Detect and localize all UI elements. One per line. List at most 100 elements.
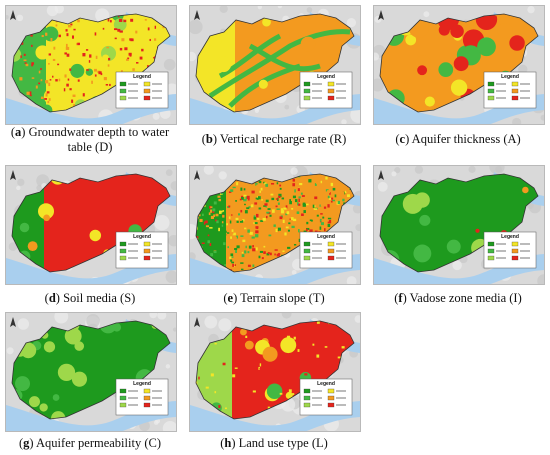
legend-swatch bbox=[327, 81, 335, 87]
legend-swatch bbox=[487, 241, 495, 247]
legend-swatch bbox=[119, 402, 127, 408]
river bbox=[190, 401, 360, 431]
legend-title: Legend bbox=[317, 381, 335, 387]
region-boundary bbox=[11, 13, 171, 113]
legend-swatch bbox=[303, 395, 311, 401]
legend-swatch bbox=[119, 81, 127, 87]
region-boundary bbox=[11, 320, 171, 420]
legend-swatch bbox=[511, 81, 519, 87]
map-b: Legend bbox=[189, 5, 361, 125]
north-arrow-icon bbox=[194, 170, 200, 180]
legend-swatch bbox=[511, 255, 519, 261]
legend-swatch bbox=[119, 95, 127, 101]
legend-title: Legend bbox=[133, 234, 151, 240]
legend-title: Legend bbox=[133, 74, 151, 80]
legend-title: Legend bbox=[501, 74, 519, 80]
region-boundary bbox=[195, 320, 355, 420]
legend-swatch bbox=[303, 95, 311, 101]
north-arrow-icon bbox=[378, 10, 384, 20]
caption-f: (f) Vadose zone media (I) bbox=[394, 291, 522, 305]
legend-swatch bbox=[143, 95, 151, 101]
map-f-svg: Legend bbox=[374, 166, 544, 284]
river bbox=[6, 254, 176, 284]
caption-b: (b) Vertical recharge rate (R) bbox=[201, 132, 347, 146]
caption-a: (a) Groundwater depth to water table (D) bbox=[10, 125, 170, 154]
legend-swatch bbox=[143, 402, 151, 408]
legend-swatch bbox=[119, 241, 127, 247]
legend-swatch bbox=[303, 255, 311, 261]
legend-swatch bbox=[487, 248, 495, 254]
map-f: Legend bbox=[373, 165, 545, 285]
map-a-svg: Legend bbox=[6, 6, 176, 124]
north-arrow-icon bbox=[10, 170, 16, 180]
north-arrow-icon bbox=[10, 10, 16, 20]
legend-swatch bbox=[119, 248, 127, 254]
river bbox=[374, 94, 544, 124]
region-boundary bbox=[379, 173, 539, 273]
river bbox=[6, 401, 176, 431]
map-a: Legend bbox=[5, 5, 177, 125]
legend-swatch bbox=[327, 395, 335, 401]
legend-box: Legend bbox=[299, 71, 353, 109]
legend-swatch bbox=[487, 81, 495, 87]
legend-swatch bbox=[487, 95, 495, 101]
legend-swatch bbox=[143, 395, 151, 401]
legend-swatch bbox=[143, 248, 151, 254]
legend-swatch bbox=[119, 88, 127, 94]
map-h-svg: Legend bbox=[190, 313, 360, 431]
map-e-svg: Legend bbox=[190, 166, 360, 284]
legend-box: Legend bbox=[483, 231, 537, 269]
map-b-svg: Legend bbox=[190, 6, 360, 124]
north-arrow-icon bbox=[10, 317, 16, 327]
legend-title: Legend bbox=[501, 234, 519, 240]
caption-e: (e) Terrain slope (T) bbox=[223, 291, 325, 305]
legend-box: Legend bbox=[115, 71, 169, 109]
legend-swatch bbox=[303, 241, 311, 247]
legend-swatch bbox=[143, 255, 151, 261]
legend-swatch bbox=[119, 255, 127, 261]
legend-box: Legend bbox=[115, 378, 169, 416]
legend-box: Legend bbox=[299, 378, 353, 416]
legend-swatch bbox=[487, 88, 495, 94]
legend-swatch bbox=[143, 88, 151, 94]
map-c-svg: Legend bbox=[374, 6, 544, 124]
legend-swatch bbox=[143, 388, 151, 394]
map-g-svg: Legend bbox=[6, 313, 176, 431]
legend-swatch bbox=[327, 255, 335, 261]
caption-d: (d) Soil media (S) bbox=[44, 291, 136, 305]
legend-swatch bbox=[511, 88, 519, 94]
legend-swatch bbox=[119, 395, 127, 401]
legend-swatch bbox=[487, 255, 495, 261]
legend-box: Legend bbox=[483, 71, 537, 109]
caption-g: (g) Aquifer permeability (C) bbox=[19, 436, 161, 450]
river bbox=[6, 94, 176, 124]
legend-swatch bbox=[327, 248, 335, 254]
legend-title: Legend bbox=[317, 234, 335, 240]
map-c: Legend bbox=[373, 5, 545, 125]
caption-c: (c) Aquifer thickness (A) bbox=[395, 132, 521, 146]
legend-swatch bbox=[327, 388, 335, 394]
river bbox=[190, 254, 360, 284]
legend-swatch bbox=[327, 241, 335, 247]
legend-box: Legend bbox=[299, 231, 353, 269]
legend-swatch bbox=[143, 81, 151, 87]
legend-swatch bbox=[327, 402, 335, 408]
legend-swatch bbox=[511, 241, 519, 247]
river bbox=[374, 254, 544, 284]
legend-title: Legend bbox=[133, 381, 151, 387]
legend-box: Legend bbox=[115, 231, 169, 269]
legend-swatch bbox=[511, 95, 519, 101]
legend-swatch bbox=[327, 95, 335, 101]
map-d: Legend bbox=[5, 165, 177, 285]
map-g: Legend bbox=[5, 312, 177, 432]
map-h: Legend bbox=[189, 312, 361, 432]
legend-swatch bbox=[511, 248, 519, 254]
region-boundary bbox=[379, 13, 539, 113]
caption-h: (h) Land use type (L) bbox=[220, 436, 328, 450]
legend-swatch bbox=[303, 248, 311, 254]
legend-swatch bbox=[119, 388, 127, 394]
north-arrow-icon bbox=[378, 170, 384, 180]
map-d-svg: Legend bbox=[6, 166, 176, 284]
region-boundary bbox=[195, 173, 355, 273]
legend-swatch bbox=[303, 402, 311, 408]
